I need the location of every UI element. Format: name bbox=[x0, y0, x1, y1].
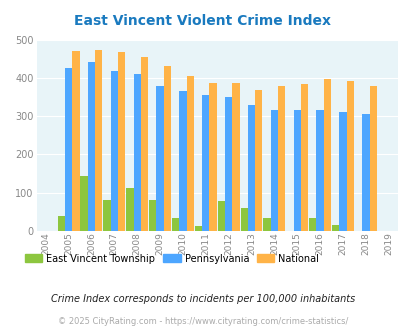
Bar bbox=[263, 217, 270, 231]
Bar bbox=[194, 226, 202, 231]
Bar bbox=[156, 86, 163, 231]
Bar bbox=[179, 91, 186, 231]
Bar bbox=[270, 111, 277, 231]
Bar bbox=[255, 90, 262, 231]
Bar bbox=[171, 217, 179, 231]
Bar bbox=[339, 112, 346, 231]
Bar bbox=[323, 79, 330, 231]
Bar bbox=[293, 111, 300, 231]
Bar bbox=[346, 81, 353, 231]
Bar bbox=[232, 83, 239, 231]
Bar bbox=[240, 208, 247, 231]
Legend: East Vincent Township, Pennsylvania, National: East Vincent Township, Pennsylvania, Nat… bbox=[21, 249, 322, 267]
Bar bbox=[224, 97, 232, 231]
Bar bbox=[149, 200, 156, 231]
Bar bbox=[361, 114, 369, 231]
Text: East Vincent Violent Crime Index: East Vincent Violent Crime Index bbox=[74, 15, 331, 28]
Bar bbox=[141, 57, 148, 231]
Bar bbox=[300, 84, 307, 231]
Bar bbox=[209, 83, 216, 231]
Bar bbox=[277, 86, 285, 231]
Bar bbox=[133, 75, 141, 231]
Bar bbox=[217, 201, 224, 231]
Text: © 2025 CityRating.com - https://www.cityrating.com/crime-statistics/: © 2025 CityRating.com - https://www.city… bbox=[58, 317, 347, 326]
Bar bbox=[331, 225, 339, 231]
Bar bbox=[95, 50, 102, 231]
Bar bbox=[58, 216, 65, 231]
Bar bbox=[80, 176, 87, 231]
Bar bbox=[308, 217, 315, 231]
Bar bbox=[87, 62, 95, 231]
Bar bbox=[103, 200, 111, 231]
Bar bbox=[111, 71, 118, 231]
Bar bbox=[126, 188, 133, 231]
Bar bbox=[247, 106, 255, 231]
Bar bbox=[315, 111, 323, 231]
Bar bbox=[163, 66, 171, 231]
Bar bbox=[65, 68, 72, 231]
Bar bbox=[202, 95, 209, 231]
Bar bbox=[369, 86, 376, 231]
Bar bbox=[118, 52, 125, 231]
Text: Crime Index corresponds to incidents per 100,000 inhabitants: Crime Index corresponds to incidents per… bbox=[51, 294, 354, 304]
Bar bbox=[186, 76, 194, 231]
Bar bbox=[72, 51, 79, 231]
